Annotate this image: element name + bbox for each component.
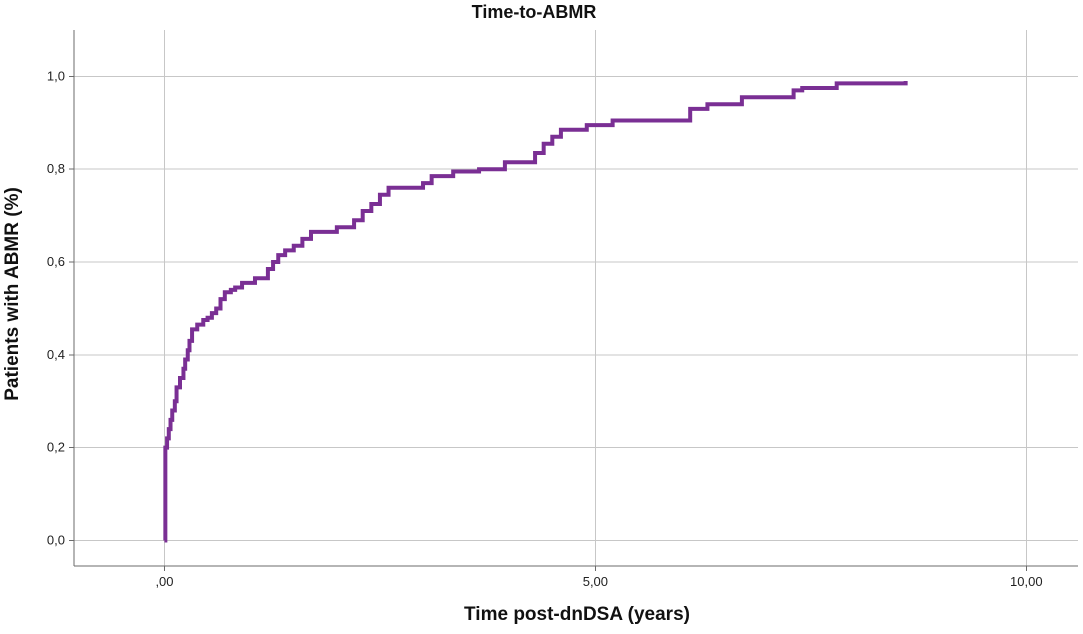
y-tick-label: 0,2 — [47, 440, 65, 455]
y-tick-label: 0,8 — [47, 161, 65, 176]
grid-layer — [74, 30, 1078, 566]
series-layer — [163, 81, 908, 543]
y-axis-title: Patients with ABMR (%) — [2, 187, 23, 401]
axis-layer: 0,0 0,2 0,4 0,6 0,8 1,0 ,00 5,00 10,00 — [47, 30, 1078, 589]
y-tick-label: 0,0 — [47, 532, 65, 547]
y-tick-label: 0,6 — [47, 254, 65, 269]
y-tick-label: 0,4 — [47, 347, 65, 362]
x-tick-label: ,00 — [155, 574, 173, 589]
x-tick-label: 10,00 — [1010, 574, 1043, 589]
x-axis-title: Time post-dnDSA (years) — [464, 604, 690, 625]
chart-title: Time-to-ABMR — [472, 2, 597, 22]
series-step-line — [163, 81, 908, 543]
x-tick-label: 5,00 — [583, 574, 608, 589]
y-tick-label: 1,0 — [47, 68, 65, 83]
